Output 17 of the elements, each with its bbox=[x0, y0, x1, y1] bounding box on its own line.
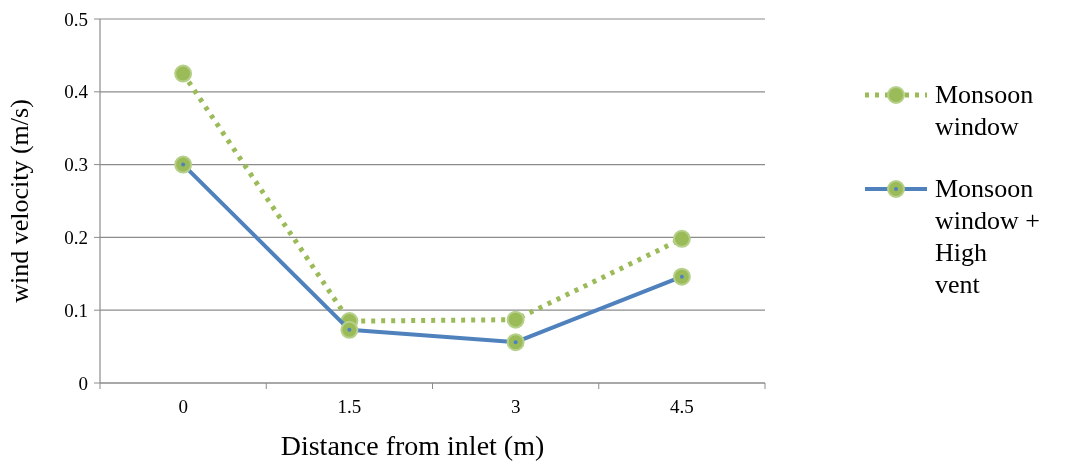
x-tick-label: 3 bbox=[510, 396, 521, 417]
x-tick-label: 1.5 bbox=[337, 396, 362, 417]
x-tick-label: 0 bbox=[178, 396, 188, 417]
y-tick-label: 0.4 bbox=[64, 81, 89, 103]
x-axis-title: Distance from inlet (m) bbox=[280, 430, 545, 461]
point bbox=[174, 64, 193, 83]
point bbox=[672, 229, 691, 248]
y-axis-title: wind velocity (m/s) bbox=[5, 99, 34, 303]
y-tick-label: 0.5 bbox=[64, 8, 88, 30]
y-tick-label: 0.2 bbox=[64, 227, 88, 249]
y-tick-label: 0.1 bbox=[64, 299, 88, 321]
legend-label: Monsoon window bbox=[935, 80, 1034, 142]
x-tick-label: 4.5 bbox=[670, 396, 694, 417]
y-tick-label: 0.3 bbox=[64, 154, 88, 176]
y-tick-label: 0 bbox=[78, 372, 88, 394]
point bbox=[506, 310, 525, 329]
legend-label: Monsoon window + High vent bbox=[935, 174, 1040, 300]
